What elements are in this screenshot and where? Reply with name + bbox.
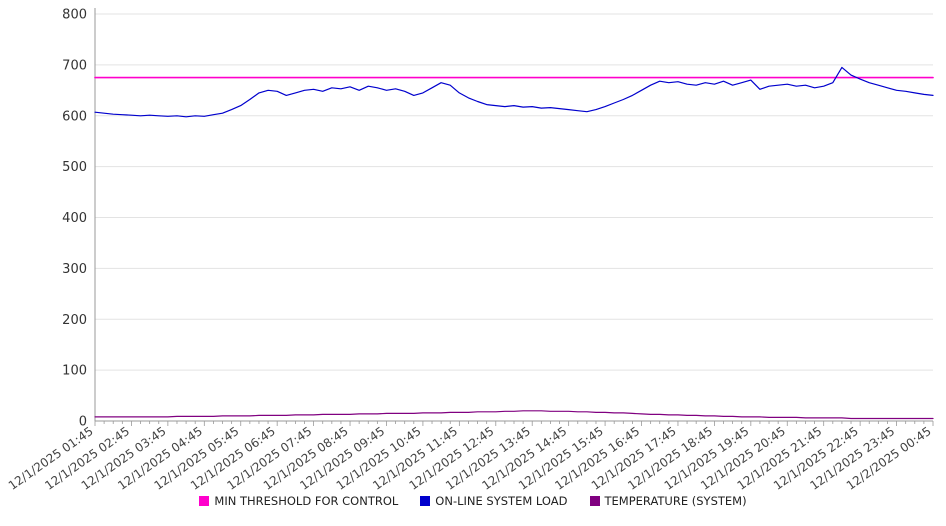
series-line-2	[94, 410, 934, 420]
legend-swatch-system-load-icon	[420, 496, 431, 506]
y-tick-label: 500	[62, 160, 87, 175]
y-tick-label: 0	[79, 415, 87, 430]
y-tick-label: 800	[62, 8, 87, 23]
y-tick-label: 600	[62, 109, 87, 124]
y-tick-label: 300	[62, 262, 87, 277]
legend-item-system-load: ON-LINE SYSTEM LOAD	[420, 494, 568, 508]
legend-item-temperature: TEMPERATURE (SYSTEM)	[589, 494, 747, 508]
y-tick-label: 700	[62, 58, 87, 73]
chart-legend: MIN THRESHOLD FOR CONTROL ON-LINE SYSTEM…	[0, 494, 946, 508]
y-tick-label: 200	[62, 313, 87, 328]
legend-item-min-threshold: MIN THRESHOLD FOR CONTROL	[199, 494, 398, 508]
y-tick-label: 400	[62, 211, 87, 226]
legend-label-system-load: ON-LINE SYSTEM LOAD	[435, 494, 568, 508]
series-line-1	[94, 66, 934, 118]
y-tick-label: 100	[62, 364, 87, 379]
legend-label-min-threshold: MIN THRESHOLD FOR CONTROL	[214, 494, 399, 508]
legend-swatch-min-threshold-icon	[199, 496, 210, 506]
legend-label-temperature: TEMPERATURE (SYSTEM)	[604, 494, 747, 508]
legend-swatch-temperature-icon	[589, 496, 600, 506]
